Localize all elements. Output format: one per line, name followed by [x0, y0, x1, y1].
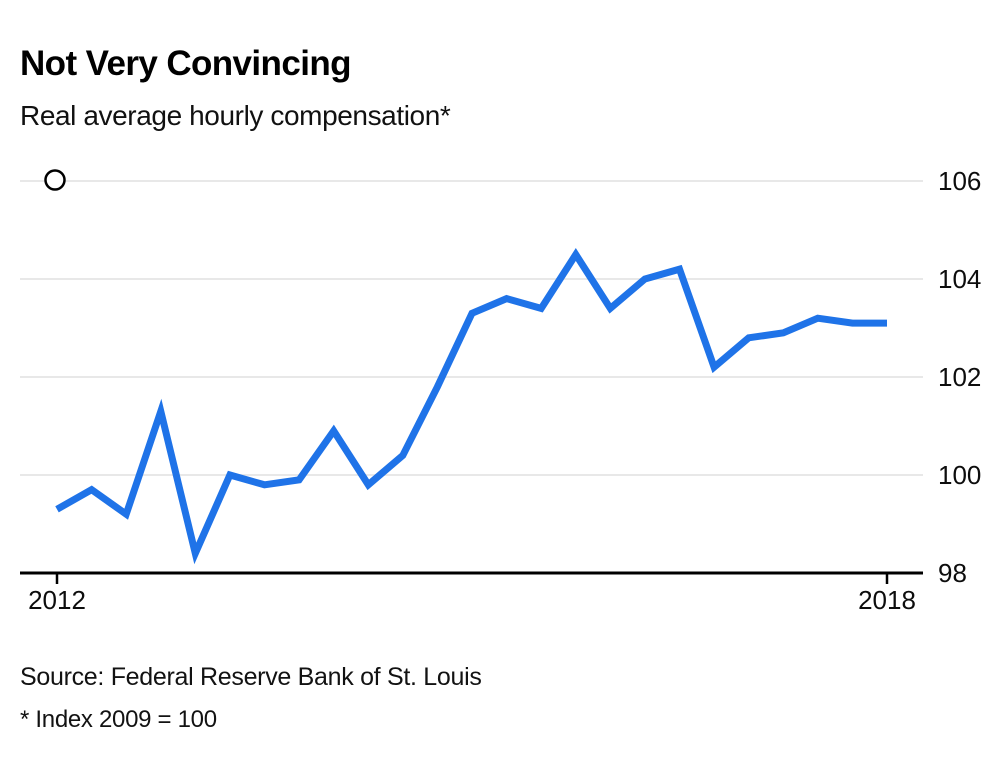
x-tick-label: 2018 [858, 585, 916, 615]
y-tick-label: 106 [938, 166, 981, 196]
x-tick-label: 2012 [28, 585, 86, 615]
y-tick-label: 104 [938, 264, 981, 294]
series-line [55, 248, 887, 565]
legend-open-circle-icon [44, 169, 66, 191]
y-tick-label: 98 [938, 558, 967, 588]
chart-subtitle: Real average hourly compensation* [20, 100, 451, 131]
y-tick-label: 102 [938, 362, 981, 392]
source-note: Source: Federal Reserve Bank of St. Loui… [20, 663, 482, 691]
chart-title: Not Very Convincing [20, 44, 351, 83]
y-tick-label: 100 [938, 460, 981, 490]
index-footnote: * Index 2009 = 100 [20, 706, 217, 733]
